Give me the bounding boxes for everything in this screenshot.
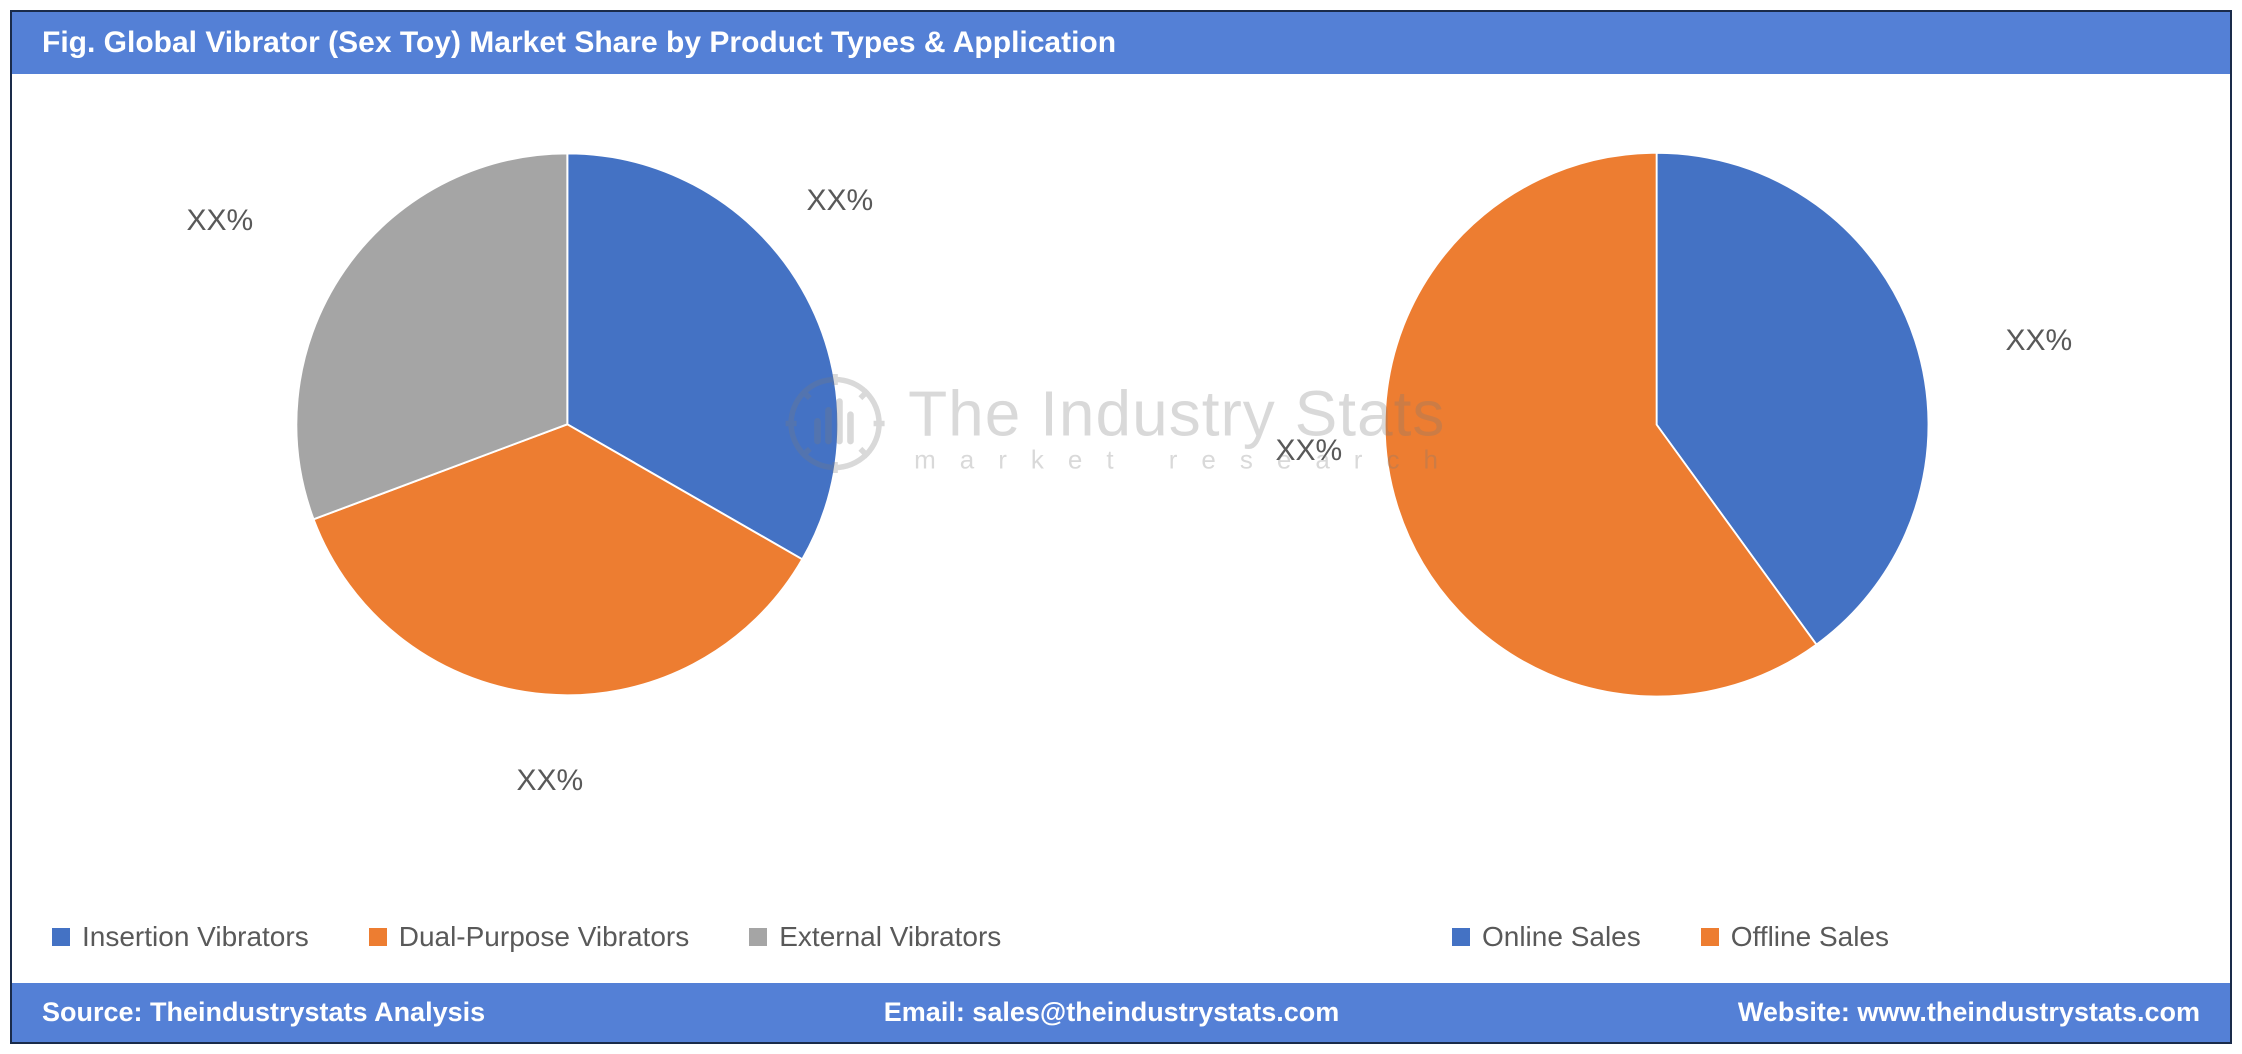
slice-label: XX%	[1276, 434, 1343, 468]
legend-swatch	[52, 928, 70, 946]
legend-label: Insertion Vibrators	[82, 921, 309, 953]
legend-item: Dual-Purpose Vibrators	[369, 921, 690, 953]
legend-right: Online Sales Offline Sales	[1151, 921, 2190, 953]
footer-email: Email: sales@theindustrystats.com	[884, 997, 1339, 1028]
legend-item: Offline Sales	[1701, 921, 1889, 953]
chart-area: XX% XX% XX% XX% XX%	[12, 74, 2230, 911]
slice-label: XX%	[517, 764, 584, 798]
legend-swatch	[369, 928, 387, 946]
legend-label: Dual-Purpose Vibrators	[399, 921, 690, 953]
figure-title: Fig. Global Vibrator (Sex Toy) Market Sh…	[12, 12, 2230, 74]
right-chart-column: XX% XX%	[1121, 114, 2210, 891]
legend-item: External Vibrators	[749, 921, 1001, 953]
legend-swatch	[1452, 928, 1470, 946]
legend-item: Online Sales	[1452, 921, 1641, 953]
slice-label: XX%	[187, 204, 254, 238]
legend-label: External Vibrators	[779, 921, 1001, 953]
slice-label: XX%	[2006, 324, 2073, 358]
legend-item: Insertion Vibrators	[52, 921, 309, 953]
legend-swatch	[749, 928, 767, 946]
legend-label: Online Sales	[1482, 921, 1641, 953]
footer-website: Website: www.theindustrystats.com	[1738, 997, 2200, 1028]
pie-chart-product-types: XX%XX%XX%	[277, 134, 877, 734]
legend-left: Insertion Vibrators Dual-Purpose Vibrator…	[52, 921, 1091, 953]
left-chart-column: XX% XX% XX%	[32, 114, 1121, 891]
figure-container: Fig. Global Vibrator (Sex Toy) Market Sh…	[10, 10, 2232, 1044]
legend-swatch	[1701, 928, 1719, 946]
figure-footer: Source: Theindustrystats Analysis Email:…	[12, 983, 2230, 1042]
footer-source: Source: Theindustrystats Analysis	[42, 997, 485, 1028]
legend-label: Offline Sales	[1731, 921, 1889, 953]
legend-row: Insertion Vibrators Dual-Purpose Vibrator…	[12, 911, 2230, 983]
slice-label: XX%	[807, 184, 874, 218]
pie-chart-application: XX%XX%	[1366, 134, 1966, 734]
